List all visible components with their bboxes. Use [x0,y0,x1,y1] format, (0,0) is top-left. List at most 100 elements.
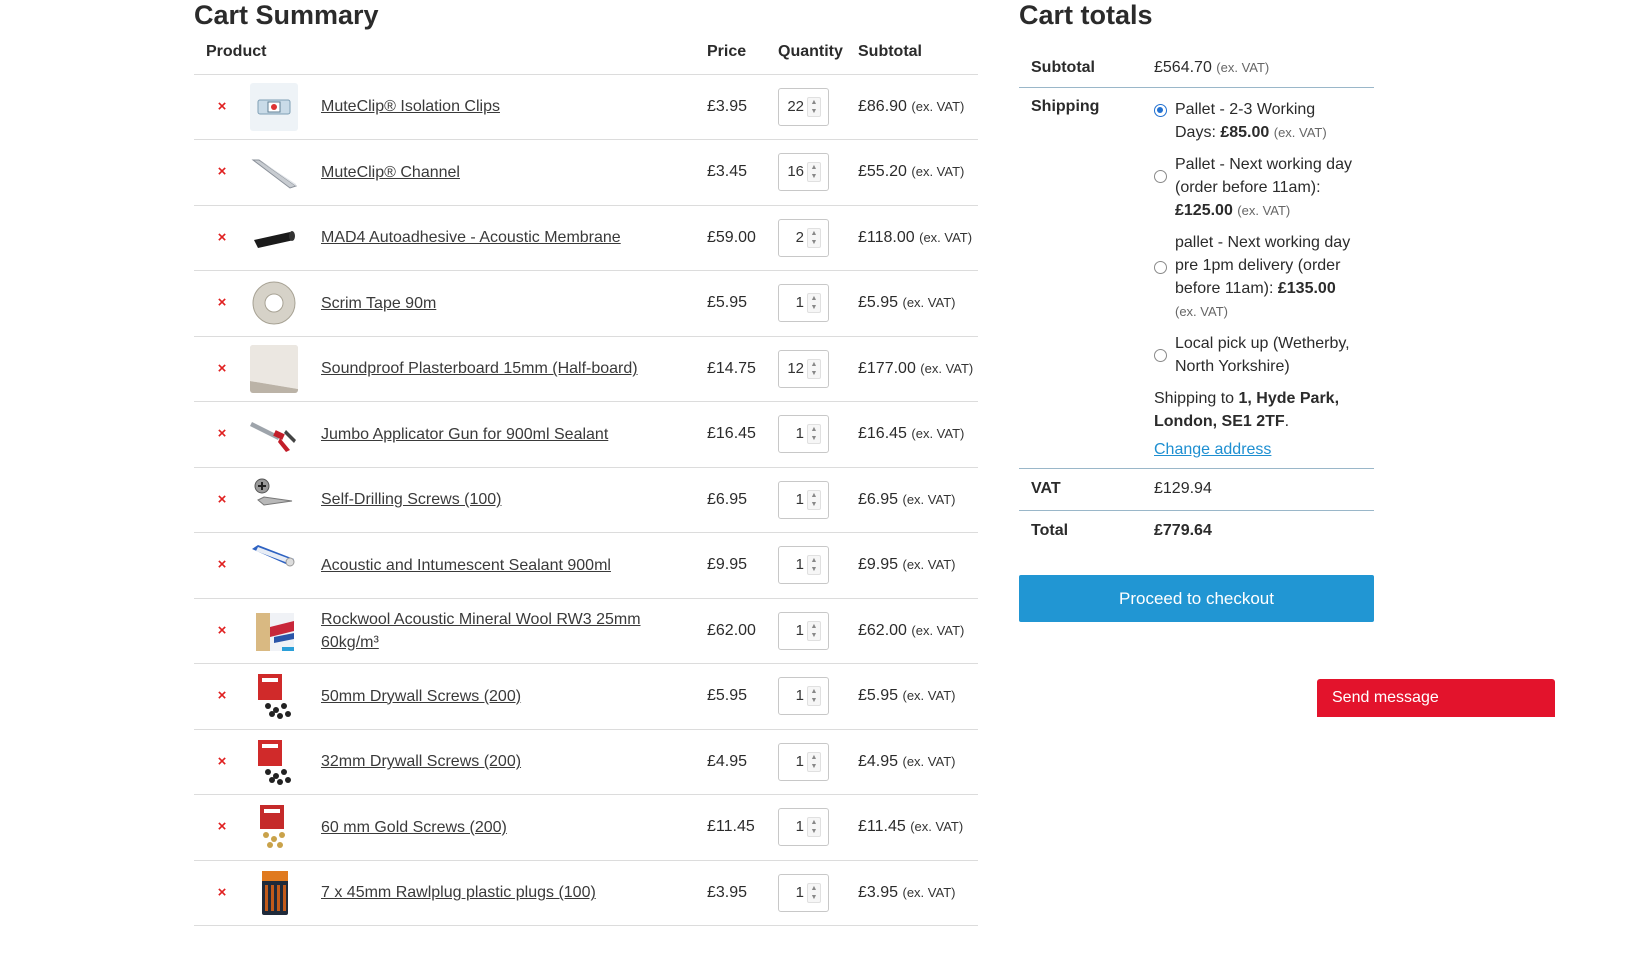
quantity-value[interactable]: 22 [787,97,804,115]
chevron-up-icon[interactable]: ▲ [810,295,818,303]
channel-thumb[interactable] [250,148,298,197]
quantity-stepper[interactable]: 22 ▲ ▼ [778,87,829,126]
quantity-value[interactable]: 1 [795,556,804,574]
quantity-value[interactable]: 1 [795,621,804,639]
quantity-spinner[interactable]: ▲ ▼ [807,162,821,183]
quantity-spinner[interactable]: ▲ ▼ [807,882,821,903]
quantity-stepper[interactable]: 16 ▲ ▼ [778,153,829,192]
shipping-radio[interactable] [1154,349,1167,362]
proceed-to-checkout-button[interactable]: Proceed to checkout [1019,575,1374,622]
chevron-down-icon[interactable]: ▼ [810,304,818,312]
tape-roll-thumb[interactable] [250,279,298,328]
quantity-spinner[interactable]: ▲ ▼ [807,620,821,641]
chevron-up-icon[interactable]: ▲ [810,753,818,761]
quantity-spinner[interactable]: ▲ ▼ [807,817,821,838]
quantity-value[interactable]: 1 [795,752,804,770]
chevron-down-icon[interactable]: ▼ [810,631,818,639]
membrane-roll-thumb[interactable] [250,213,298,262]
quantity-stepper[interactable]: 2 ▲ ▼ [778,218,829,257]
chevron-up-icon[interactable]: ▲ [810,491,818,499]
mineral-wool-thumb[interactable] [250,606,298,655]
chevron-up-icon[interactable]: ▲ [810,819,818,827]
gold-screws-box-thumb[interactable] [250,803,298,852]
chevron-down-icon[interactable]: ▼ [810,500,818,508]
remove-item-icon[interactable]: × [217,97,227,115]
remove-item-icon[interactable]: × [217,818,227,836]
product-link[interactable]: Rockwool Acoustic Mineral Wool RW3 25mm … [321,610,641,651]
shipping-option[interactable]: pallet - Next working day pre 1pm delive… [1154,231,1374,323]
product-link[interactable]: Jumbo Applicator Gun for 900ml Sealant [321,425,609,443]
screw-thumb[interactable] [250,475,298,524]
plasterboard-thumb[interactable] [250,344,298,393]
chevron-down-icon[interactable]: ▼ [810,435,818,443]
quantity-spinner[interactable]: ▲ ▼ [807,358,821,379]
sealant-tube-thumb[interactable] [250,541,298,590]
shipping-option[interactable]: Pallet - 2-3 Working Days: £85.00 (ex. V… [1154,98,1374,144]
quantity-value[interactable]: 12 [787,359,804,377]
quantity-spinner[interactable]: ▲ ▼ [807,96,821,117]
quantity-value[interactable]: 1 [795,425,804,443]
chevron-down-icon[interactable]: ▼ [810,762,818,770]
remove-item-icon[interactable]: × [217,359,227,377]
product-link[interactable]: Scrim Tape 90m [321,294,437,312]
shipping-option[interactable]: Local pick up (Wetherby, North Yorkshire… [1154,332,1374,378]
remove-item-icon[interactable]: × [217,752,227,770]
chevron-down-icon[interactable]: ▼ [810,566,818,574]
remove-item-icon[interactable]: × [217,425,227,443]
shipping-option[interactable]: Pallet - Next working day (order before … [1154,153,1374,222]
shipping-radio[interactable] [1154,170,1167,183]
send-message-button[interactable]: Send message [1317,679,1555,717]
chevron-down-icon[interactable]: ▼ [810,173,818,181]
chevron-up-icon[interactable]: ▲ [810,98,818,106]
product-link[interactable]: 50mm Drywall Screws (200) [321,687,522,705]
chevron-up-icon[interactable]: ▲ [810,622,818,630]
product-link[interactable]: 7 x 45mm Rawlplug plastic plugs (100) [321,884,596,902]
quantity-stepper[interactable]: 12 ▲ ▼ [778,349,829,388]
quantity-stepper[interactable]: 1 ▲ ▼ [778,284,829,323]
product-link[interactable]: 32mm Drywall Screws (200) [321,753,522,771]
quantity-stepper[interactable]: 1 ▲ ▼ [778,742,829,781]
chevron-up-icon[interactable]: ▲ [810,426,818,434]
quantity-value[interactable]: 16 [787,163,804,181]
quantity-stepper[interactable]: 1 ▲ ▼ [778,808,829,847]
chevron-up-icon[interactable]: ▲ [810,229,818,237]
quantity-spinner[interactable]: ▲ ▼ [807,686,821,707]
chevron-down-icon[interactable]: ▼ [810,697,818,705]
quantity-value[interactable]: 2 [795,228,804,246]
chevron-up-icon[interactable]: ▲ [810,884,818,892]
quantity-value[interactable]: 1 [795,687,804,705]
remove-item-icon[interactable]: × [217,228,227,246]
chevron-down-icon[interactable]: ▼ [810,238,818,246]
quantity-value[interactable]: 1 [795,294,804,312]
quantity-stepper[interactable]: 1 ▲ ▼ [778,873,829,912]
quantity-spinner[interactable]: ▲ ▼ [807,489,821,510]
chevron-up-icon[interactable]: ▲ [810,557,818,565]
quantity-stepper[interactable]: 1 ▲ ▼ [778,611,829,650]
isolation-clip-thumb[interactable] [250,82,298,131]
product-link[interactable]: 60 mm Gold Screws (200) [321,818,507,836]
chevron-up-icon[interactable]: ▲ [810,360,818,368]
shipping-radio[interactable] [1154,261,1167,274]
chevron-down-icon[interactable]: ▼ [810,893,818,901]
quantity-stepper[interactable]: 1 ▲ ▼ [778,546,829,585]
remove-item-icon[interactable]: × [217,163,227,181]
quantity-spinner[interactable]: ▲ ▼ [807,751,821,772]
remove-item-icon[interactable]: × [217,490,227,508]
product-link[interactable]: MuteClip® Channel [321,163,460,181]
drywall-screws-box-thumb[interactable] [250,737,298,786]
quantity-spinner[interactable]: ▲ ▼ [807,424,821,445]
remove-item-icon[interactable]: × [217,883,227,901]
chevron-up-icon[interactable]: ▲ [810,688,818,696]
remove-item-icon[interactable]: × [217,621,227,639]
quantity-spinner[interactable]: ▲ ▼ [807,293,821,314]
chevron-down-icon[interactable]: ▼ [810,369,818,377]
product-link[interactable]: Soundproof Plasterboard 15mm (Half-board… [321,360,638,378]
quantity-stepper[interactable]: 1 ▲ ▼ [778,480,829,519]
product-link[interactable]: MAD4 Autoadhesive - Acoustic Membrane [321,229,621,247]
quantity-spinner[interactable]: ▲ ▼ [807,555,821,576]
quantity-stepper[interactable]: 1 ▲ ▼ [778,415,829,454]
remove-item-icon[interactable]: × [217,294,227,312]
quantity-spinner[interactable]: ▲ ▼ [807,227,821,248]
change-address-link[interactable]: Change address [1154,441,1272,458]
chevron-down-icon[interactable]: ▼ [810,107,818,115]
